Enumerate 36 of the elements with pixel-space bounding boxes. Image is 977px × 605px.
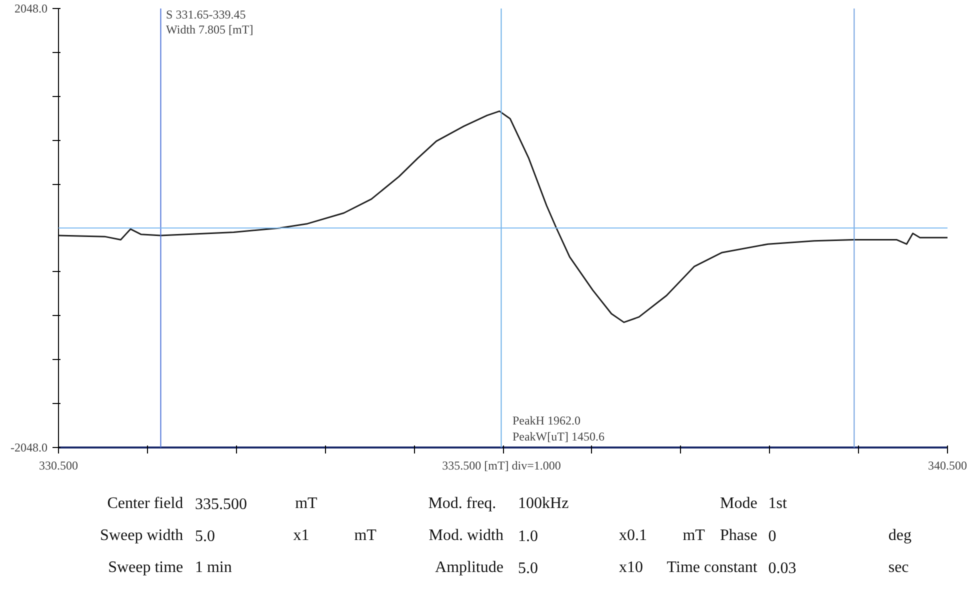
y-tick-label: -2048.0 xyxy=(10,440,48,454)
text: 335.500 xyxy=(194,496,247,513)
text: x0.1 xyxy=(619,527,648,544)
text: sec xyxy=(888,559,909,576)
text: Mod. width xyxy=(428,527,504,544)
text: x1 xyxy=(293,527,310,544)
annotation: Width 7.805 [mT] xyxy=(166,22,254,36)
annotation: PeakH 1962.0 xyxy=(512,414,580,428)
x-tick-label: 340.500 xyxy=(928,458,967,472)
text: Sweep time xyxy=(108,559,184,576)
text: mT xyxy=(295,495,318,512)
annotation: PeakW[uT] 1450.6 xyxy=(512,430,604,444)
text: mT xyxy=(354,527,377,544)
y-tick-label: 2048.0 xyxy=(14,2,48,16)
annotation: S 331.65-339.45 xyxy=(166,8,246,22)
x-tick-label: 330.500 xyxy=(39,458,78,472)
text: 1 min xyxy=(194,559,232,576)
text: 0 xyxy=(768,528,776,545)
text: 5.0 xyxy=(518,560,538,577)
x-tick-label: 335.500 [mT] div=1.000 xyxy=(442,458,561,472)
text: x10 xyxy=(619,559,644,576)
text: Time constant xyxy=(666,559,758,576)
text: 0.03 xyxy=(768,560,796,577)
text: Mod. freq. xyxy=(428,495,496,512)
text: 1st xyxy=(768,495,788,512)
text: Center field xyxy=(107,495,184,512)
text: 1.0 xyxy=(518,528,538,545)
text: deg xyxy=(888,527,912,544)
text: Mode xyxy=(720,495,758,512)
text: Amplitude xyxy=(435,559,504,576)
line-series xyxy=(58,110,948,324)
text: Phase xyxy=(720,527,758,544)
text: 100kHz xyxy=(518,495,569,512)
text: 5.0 xyxy=(194,528,215,545)
text: Sweep width xyxy=(100,527,184,544)
text: mT xyxy=(682,527,706,544)
